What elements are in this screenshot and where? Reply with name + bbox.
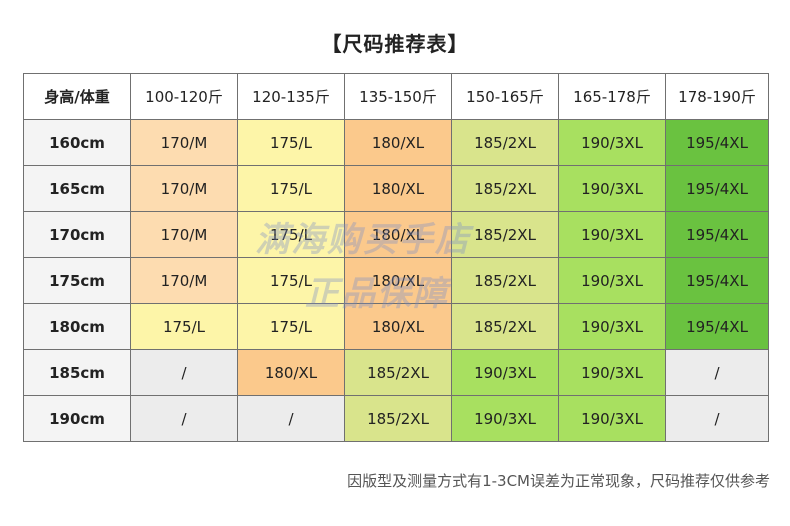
size-cell: 190/3XL bbox=[558, 395, 666, 442]
table-row: 185cm / 180/XL 185/2XL 190/3XL 190/3XL / bbox=[23, 349, 769, 396]
size-cell: 195/4XL bbox=[665, 165, 769, 212]
size-cell: 195/4XL bbox=[665, 257, 769, 304]
size-cell: 170/M bbox=[130, 165, 238, 212]
size-cell: 175/L bbox=[237, 303, 345, 350]
size-cell: 185/2XL bbox=[451, 303, 559, 350]
table-row: 190cm / / 185/2XL 190/3XL 190/3XL / bbox=[23, 395, 769, 442]
size-cell: 185/2XL bbox=[451, 119, 559, 166]
height-row-header: 160cm bbox=[23, 119, 131, 166]
height-row-header: 170cm bbox=[23, 211, 131, 258]
size-cell: 195/4XL bbox=[665, 119, 769, 166]
size-cell: / bbox=[665, 395, 769, 442]
size-cell: 195/4XL bbox=[665, 303, 769, 350]
table-row: 160cm 170/M 175/L 180/XL 185/2XL 190/3XL… bbox=[23, 119, 769, 166]
size-cell: 175/L bbox=[130, 303, 238, 350]
size-cell: 175/L bbox=[237, 119, 345, 166]
size-cell: 190/3XL bbox=[558, 257, 666, 304]
height-row-header: 185cm bbox=[23, 349, 131, 396]
size-cell: 185/2XL bbox=[344, 349, 452, 396]
height-row-header: 175cm bbox=[23, 257, 131, 304]
size-cell: 180/XL bbox=[344, 211, 452, 258]
height-row-header: 165cm bbox=[23, 165, 131, 212]
size-cell: / bbox=[665, 349, 769, 396]
size-cell: 185/2XL bbox=[451, 165, 559, 212]
size-cell: 190/3XL bbox=[558, 349, 666, 396]
weight-column-header: 150-165斤 bbox=[451, 73, 559, 120]
header-row: 身高/体重 100-120斤 120-135斤 135-150斤 150-165… bbox=[23, 73, 769, 120]
corner-header: 身高/体重 bbox=[23, 73, 131, 120]
size-cell: 185/2XL bbox=[451, 257, 559, 304]
table-row: 180cm 175/L 175/L 180/XL 185/2XL 190/3XL… bbox=[23, 303, 769, 350]
size-cell: 185/2XL bbox=[344, 395, 452, 442]
size-cell: 185/2XL bbox=[451, 211, 559, 258]
height-row-header: 190cm bbox=[23, 395, 131, 442]
size-cell: 195/4XL bbox=[665, 211, 769, 258]
size-cell: 180/XL bbox=[344, 303, 452, 350]
page-title: 【尺码推荐表】 bbox=[321, 32, 469, 56]
height-row-header: 180cm bbox=[23, 303, 131, 350]
size-cell: / bbox=[130, 349, 238, 396]
size-cell: 180/XL bbox=[344, 119, 452, 166]
size-cell: 170/M bbox=[130, 119, 238, 166]
size-cell: 180/XL bbox=[344, 165, 452, 212]
weight-column-header: 135-150斤 bbox=[344, 73, 452, 120]
size-cell: 175/L bbox=[237, 211, 345, 258]
table-row: 165cm 170/M 175/L 180/XL 185/2XL 190/3XL… bbox=[23, 165, 769, 212]
size-cell: 190/3XL bbox=[558, 119, 666, 166]
size-cell: 175/L bbox=[237, 257, 345, 304]
size-cell: / bbox=[130, 395, 238, 442]
weight-column-header: 165-178斤 bbox=[558, 73, 666, 120]
size-cell: 190/3XL bbox=[558, 211, 666, 258]
size-cell: 175/L bbox=[237, 165, 345, 212]
size-cell: 170/M bbox=[130, 211, 238, 258]
table-row: 170cm 170/M 175/L 180/XL 185/2XL 190/3XL… bbox=[23, 211, 769, 258]
weight-column-header: 178-190斤 bbox=[665, 73, 769, 120]
size-cell: 190/3XL bbox=[558, 303, 666, 350]
weight-column-header: 120-135斤 bbox=[237, 73, 345, 120]
size-cell: 180/XL bbox=[344, 257, 452, 304]
weight-column-header: 100-120斤 bbox=[130, 73, 238, 120]
size-cell: 180/XL bbox=[237, 349, 345, 396]
disclaimer-note: 因版型及测量方式有1-3CM误差为正常现象，尺码推荐仅供参考 bbox=[347, 472, 770, 490]
size-cell: 190/3XL bbox=[451, 395, 559, 442]
table-row: 175cm 170/M 175/L 180/XL 185/2XL 190/3XL… bbox=[23, 257, 769, 304]
size-cell: 190/3XL bbox=[451, 349, 559, 396]
size-chart-table: 身高/体重 100-120斤 120-135斤 135-150斤 150-165… bbox=[23, 73, 769, 442]
size-cell: / bbox=[237, 395, 345, 442]
size-cell: 170/M bbox=[130, 257, 238, 304]
size-cell: 190/3XL bbox=[558, 165, 666, 212]
